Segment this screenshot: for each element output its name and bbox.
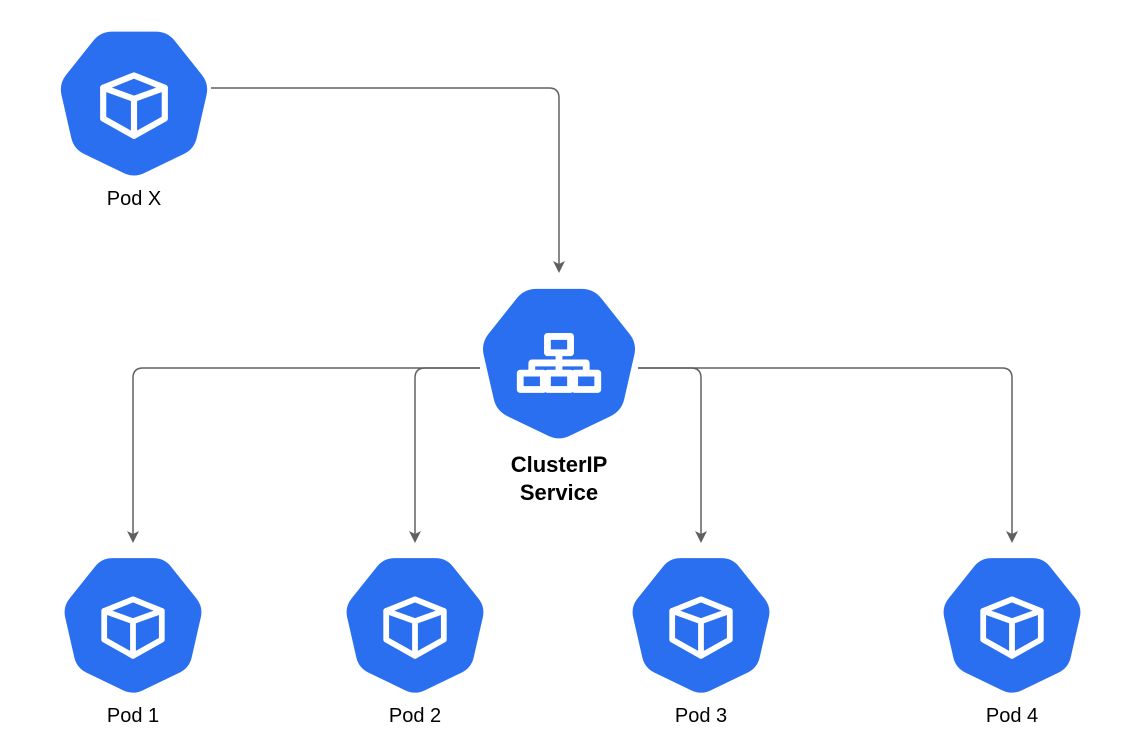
pod-x-node: Pod X	[53, 18, 215, 211]
pod-2-node: Pod 2	[339, 545, 491, 728]
pod-x-label: Pod X	[53, 188, 215, 211]
pod-1-label: Pod 1	[57, 705, 209, 728]
clusterip-service-heptagon	[475, 275, 643, 443]
pod-3-heptagon	[625, 545, 777, 697]
pod-4-label: Pod 4	[936, 705, 1088, 728]
pod-3-node: Pod 3	[625, 545, 777, 728]
pod-4-heptagon	[936, 545, 1088, 697]
diagram-canvas: Pod X ClusterIPService Pod 1 Pod 2	[0, 0, 1141, 740]
pod-4-node: Pod 4	[936, 545, 1088, 728]
pod-x-heptagon	[53, 18, 215, 180]
pod-1-node: Pod 1	[57, 545, 209, 728]
pod-2-label: Pod 2	[339, 705, 491, 728]
pod-1-heptagon	[57, 545, 209, 697]
clusterip-service-label: ClusterIPService	[475, 451, 643, 506]
pod-2-heptagon	[339, 545, 491, 697]
pod-3-label: Pod 3	[625, 705, 777, 728]
clusterip-service-node: ClusterIPService	[475, 275, 643, 506]
